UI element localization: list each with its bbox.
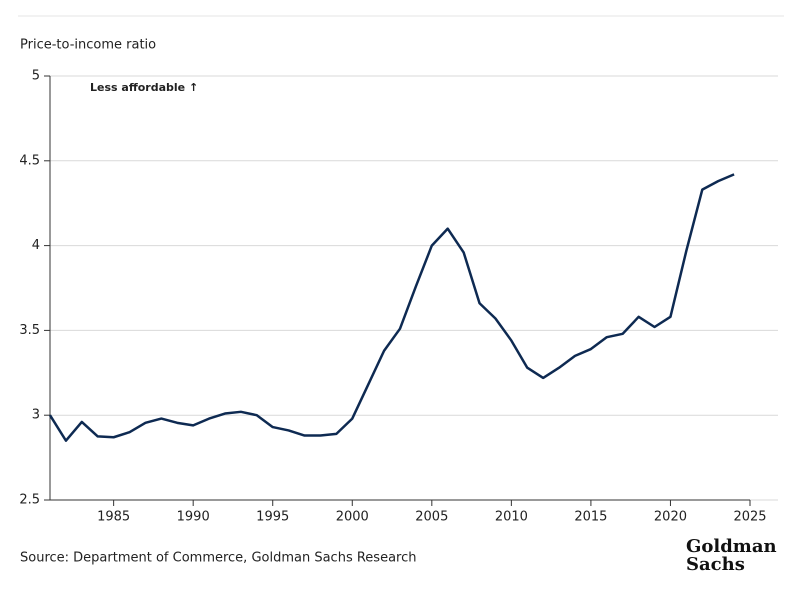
x-tick-label: 2010 — [495, 510, 528, 525]
source: Source: Department of Commerce, Goldman … — [20, 551, 416, 566]
logo: Sachs — [686, 554, 745, 575]
x-tick-label: 2025 — [733, 510, 766, 525]
line — [48, 173, 735, 442]
y-tick-label: 3 — [32, 408, 40, 423]
x-tick-label: 1990 — [177, 510, 210, 525]
x-tick-label: 2000 — [336, 510, 369, 525]
logo: Goldman — [686, 536, 777, 557]
y-tick-label: 2.5 — [19, 493, 40, 508]
y-tick-label: 3.5 — [19, 323, 40, 338]
x-tick-label: 2015 — [574, 510, 607, 525]
y-tick-label: 4 — [32, 238, 40, 253]
x-tick-label: 1995 — [256, 510, 289, 525]
x-tick-label: 2020 — [654, 510, 687, 525]
y-axis-label: Price-to-income ratio — [20, 38, 156, 53]
x-tick-label: 1985 — [97, 510, 130, 525]
x-tick-label: 2005 — [415, 510, 448, 525]
y-tick-label: 4.5 — [19, 153, 40, 168]
annotation: Less affordable ↑ — [90, 81, 198, 94]
y-tick-label: 5 — [32, 69, 40, 84]
